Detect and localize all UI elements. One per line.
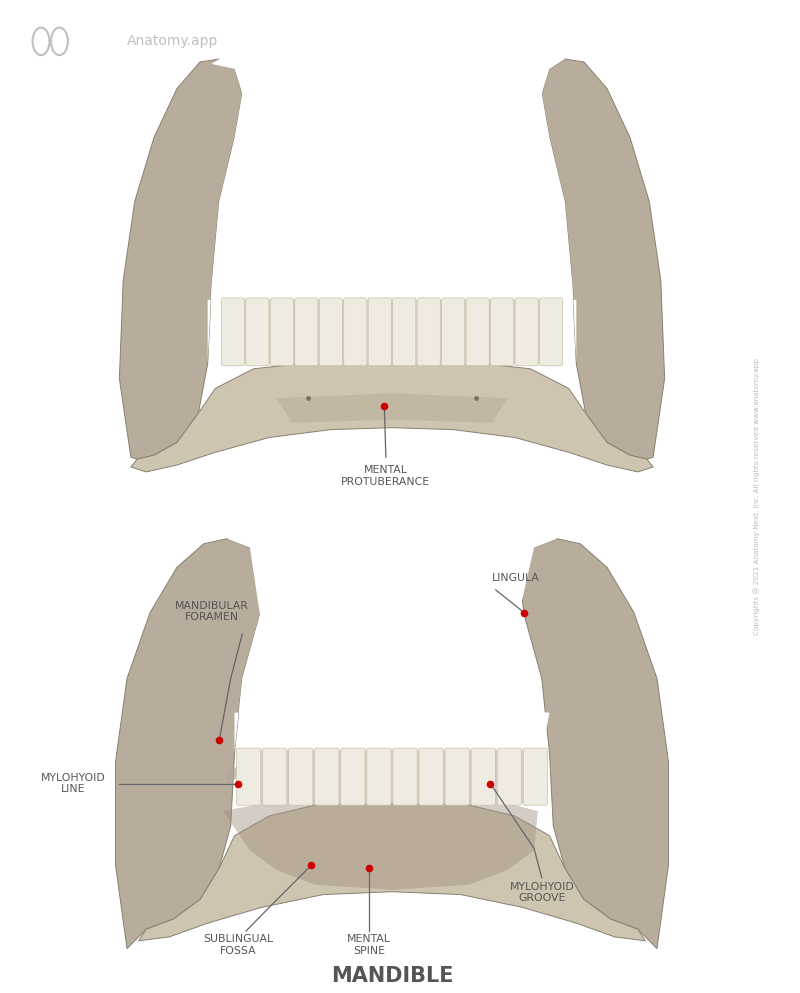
FancyBboxPatch shape xyxy=(523,748,547,805)
Polygon shape xyxy=(115,539,266,948)
Text: Copyrights @ 2021 Anatomy Next, inc. All rights reserved www.anatomy.app: Copyrights @ 2021 Anatomy Next, inc. All… xyxy=(754,358,760,635)
FancyBboxPatch shape xyxy=(497,748,522,805)
FancyBboxPatch shape xyxy=(466,298,490,365)
Polygon shape xyxy=(518,539,669,948)
FancyBboxPatch shape xyxy=(262,748,287,805)
Polygon shape xyxy=(227,300,557,363)
FancyBboxPatch shape xyxy=(294,298,318,365)
FancyBboxPatch shape xyxy=(270,298,294,365)
Polygon shape xyxy=(119,59,242,459)
Text: MANDIBULAR
FORAMEN: MANDIBULAR FORAMEN xyxy=(174,601,249,623)
Point xyxy=(470,390,483,406)
Polygon shape xyxy=(277,393,507,423)
FancyBboxPatch shape xyxy=(393,748,417,805)
Text: MYLOHYOID
GROOVE: MYLOHYOID GROOVE xyxy=(510,882,574,904)
Text: LINGULA: LINGULA xyxy=(492,573,540,583)
Polygon shape xyxy=(542,59,665,459)
Polygon shape xyxy=(242,750,542,803)
Polygon shape xyxy=(131,358,653,472)
Polygon shape xyxy=(227,526,557,752)
Point xyxy=(484,776,497,791)
FancyBboxPatch shape xyxy=(237,748,261,805)
FancyBboxPatch shape xyxy=(393,298,416,365)
FancyBboxPatch shape xyxy=(314,748,339,805)
Point xyxy=(362,860,375,876)
FancyBboxPatch shape xyxy=(289,748,313,805)
Point xyxy=(518,605,530,621)
FancyBboxPatch shape xyxy=(515,298,538,365)
Text: MANDIBLE: MANDIBLE xyxy=(330,966,454,986)
FancyBboxPatch shape xyxy=(368,298,391,365)
FancyBboxPatch shape xyxy=(344,298,367,365)
Point xyxy=(213,733,226,749)
FancyBboxPatch shape xyxy=(341,748,365,805)
FancyBboxPatch shape xyxy=(222,298,245,365)
FancyBboxPatch shape xyxy=(442,298,465,365)
FancyBboxPatch shape xyxy=(246,298,269,365)
FancyBboxPatch shape xyxy=(471,748,495,805)
Polygon shape xyxy=(138,801,646,940)
Point xyxy=(378,398,390,414)
FancyBboxPatch shape xyxy=(490,298,514,365)
Polygon shape xyxy=(227,754,392,784)
Point xyxy=(232,776,245,791)
Polygon shape xyxy=(223,789,538,890)
FancyBboxPatch shape xyxy=(445,748,470,805)
Text: SUBLINGUAL
FOSSA: SUBLINGUAL FOSSA xyxy=(203,934,274,955)
Point xyxy=(301,390,314,406)
Text: MENTAL
SPINE: MENTAL SPINE xyxy=(347,934,391,955)
FancyBboxPatch shape xyxy=(539,298,562,365)
FancyBboxPatch shape xyxy=(367,748,391,805)
Polygon shape xyxy=(208,50,576,363)
Point xyxy=(305,857,318,873)
Text: MENTAL
PROTUBERANCE: MENTAL PROTUBERANCE xyxy=(342,465,430,487)
FancyBboxPatch shape xyxy=(419,748,443,805)
Text: Anatomy.app: Anatomy.app xyxy=(127,35,218,49)
FancyBboxPatch shape xyxy=(319,298,342,365)
Text: MYLOHYOID
LINE: MYLOHYOID LINE xyxy=(41,773,106,794)
FancyBboxPatch shape xyxy=(417,298,440,365)
